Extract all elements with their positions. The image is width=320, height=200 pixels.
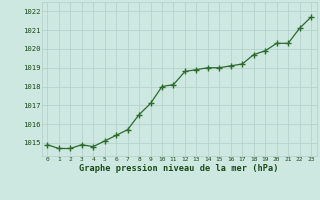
X-axis label: Graphe pression niveau de la mer (hPa): Graphe pression niveau de la mer (hPa) <box>79 164 279 173</box>
